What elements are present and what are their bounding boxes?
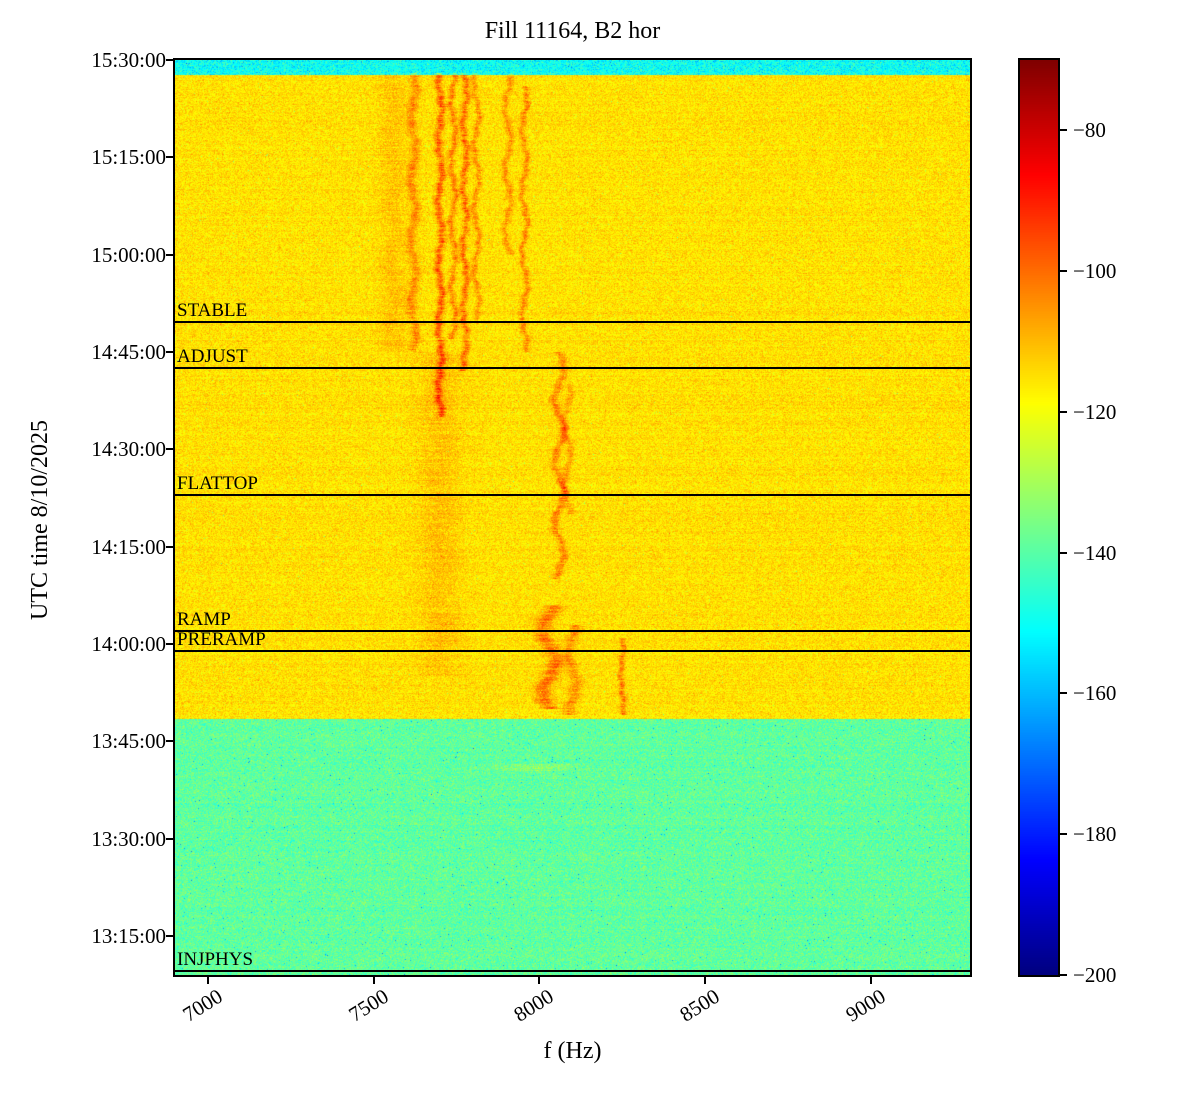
colorbar-tick-mark bbox=[1059, 974, 1067, 976]
plot-border bbox=[173, 58, 972, 977]
colorbar bbox=[1020, 60, 1058, 975]
y-tick-label: 13:30:00 bbox=[91, 826, 166, 851]
colorbar-tick-mark bbox=[1059, 410, 1067, 413]
y-tick-label: 14:30:00 bbox=[91, 437, 166, 462]
y-tick-label: 13:45:00 bbox=[91, 729, 166, 754]
y-tick-mark bbox=[166, 59, 174, 61]
beam-mode-line bbox=[175, 320, 970, 323]
beam-mode-label: ADJUST bbox=[177, 346, 248, 368]
chart-title: Fill 11164, B2 hor bbox=[484, 18, 661, 44]
colorbar-tick-mark bbox=[1059, 270, 1067, 273]
colorbar-tick-label: −180 bbox=[1073, 822, 1117, 847]
y-tick-mark bbox=[166, 156, 174, 159]
y-tick-label: 14:45:00 bbox=[91, 340, 166, 365]
y-tick-label: 15:15:00 bbox=[91, 145, 166, 170]
y-tick-mark bbox=[166, 935, 174, 938]
y-tick-mark bbox=[166, 837, 174, 840]
x-tick-mark bbox=[704, 976, 706, 984]
colorbar-tick-mark bbox=[1059, 833, 1067, 836]
beam-mode-line bbox=[175, 493, 970, 496]
y-tick-mark bbox=[166, 448, 174, 451]
colorbar-tick-label: −160 bbox=[1073, 681, 1117, 706]
x-tick-mark bbox=[538, 976, 541, 984]
y-tick-label: 15:30:00 bbox=[91, 48, 166, 72]
y-tick-mark bbox=[166, 351, 174, 354]
y-tick-label: 14:15:00 bbox=[91, 534, 166, 559]
beam-mode-label: INJPHYS bbox=[177, 948, 254, 970]
y-tick-mark bbox=[166, 545, 174, 548]
colorbar-tick-mark bbox=[1059, 129, 1067, 132]
y-axis-label: UTC time 8/10/2025 bbox=[27, 420, 53, 620]
beam-mode-label: STABLE bbox=[177, 299, 248, 321]
y-tick-label: 15:00:00 bbox=[91, 242, 166, 267]
x-tick-mark bbox=[372, 976, 375, 984]
colorbar-tick-label: −200 bbox=[1073, 963, 1117, 987]
beam-mode-label: FLATTOP bbox=[177, 472, 258, 494]
colorbar-tick-mark bbox=[1059, 551, 1067, 554]
x-tick-mark bbox=[207, 976, 210, 984]
y-tick-mark bbox=[166, 740, 174, 743]
colorbar-tick-label: −80 bbox=[1073, 118, 1106, 143]
beam-mode-label: PRERAMP bbox=[177, 628, 266, 650]
colorbar-border bbox=[1018, 58, 1060, 977]
y-tick-label: 14:00:00 bbox=[91, 632, 166, 657]
colorbar-tick-mark bbox=[1059, 692, 1067, 695]
beam-mode-line bbox=[175, 630, 970, 633]
y-tick-mark bbox=[166, 253, 174, 256]
y-tick-mark bbox=[166, 643, 174, 646]
beam-mode-label: RAMP bbox=[177, 609, 231, 631]
y-tick-label: 13:15:00 bbox=[91, 924, 166, 949]
beam-mode-line bbox=[175, 649, 970, 652]
colorbar-tick-label: −100 bbox=[1073, 259, 1117, 284]
colorbar-tick-label: −120 bbox=[1073, 399, 1117, 424]
colorbar-tick-label: −140 bbox=[1073, 540, 1117, 565]
x-axis-label: f (Hz) bbox=[543, 1038, 602, 1064]
beam-mode-line bbox=[175, 367, 970, 370]
beam-mode-line bbox=[175, 969, 970, 972]
x-tick-mark bbox=[869, 976, 872, 984]
spectrogram-heatmap bbox=[175, 60, 970, 975]
